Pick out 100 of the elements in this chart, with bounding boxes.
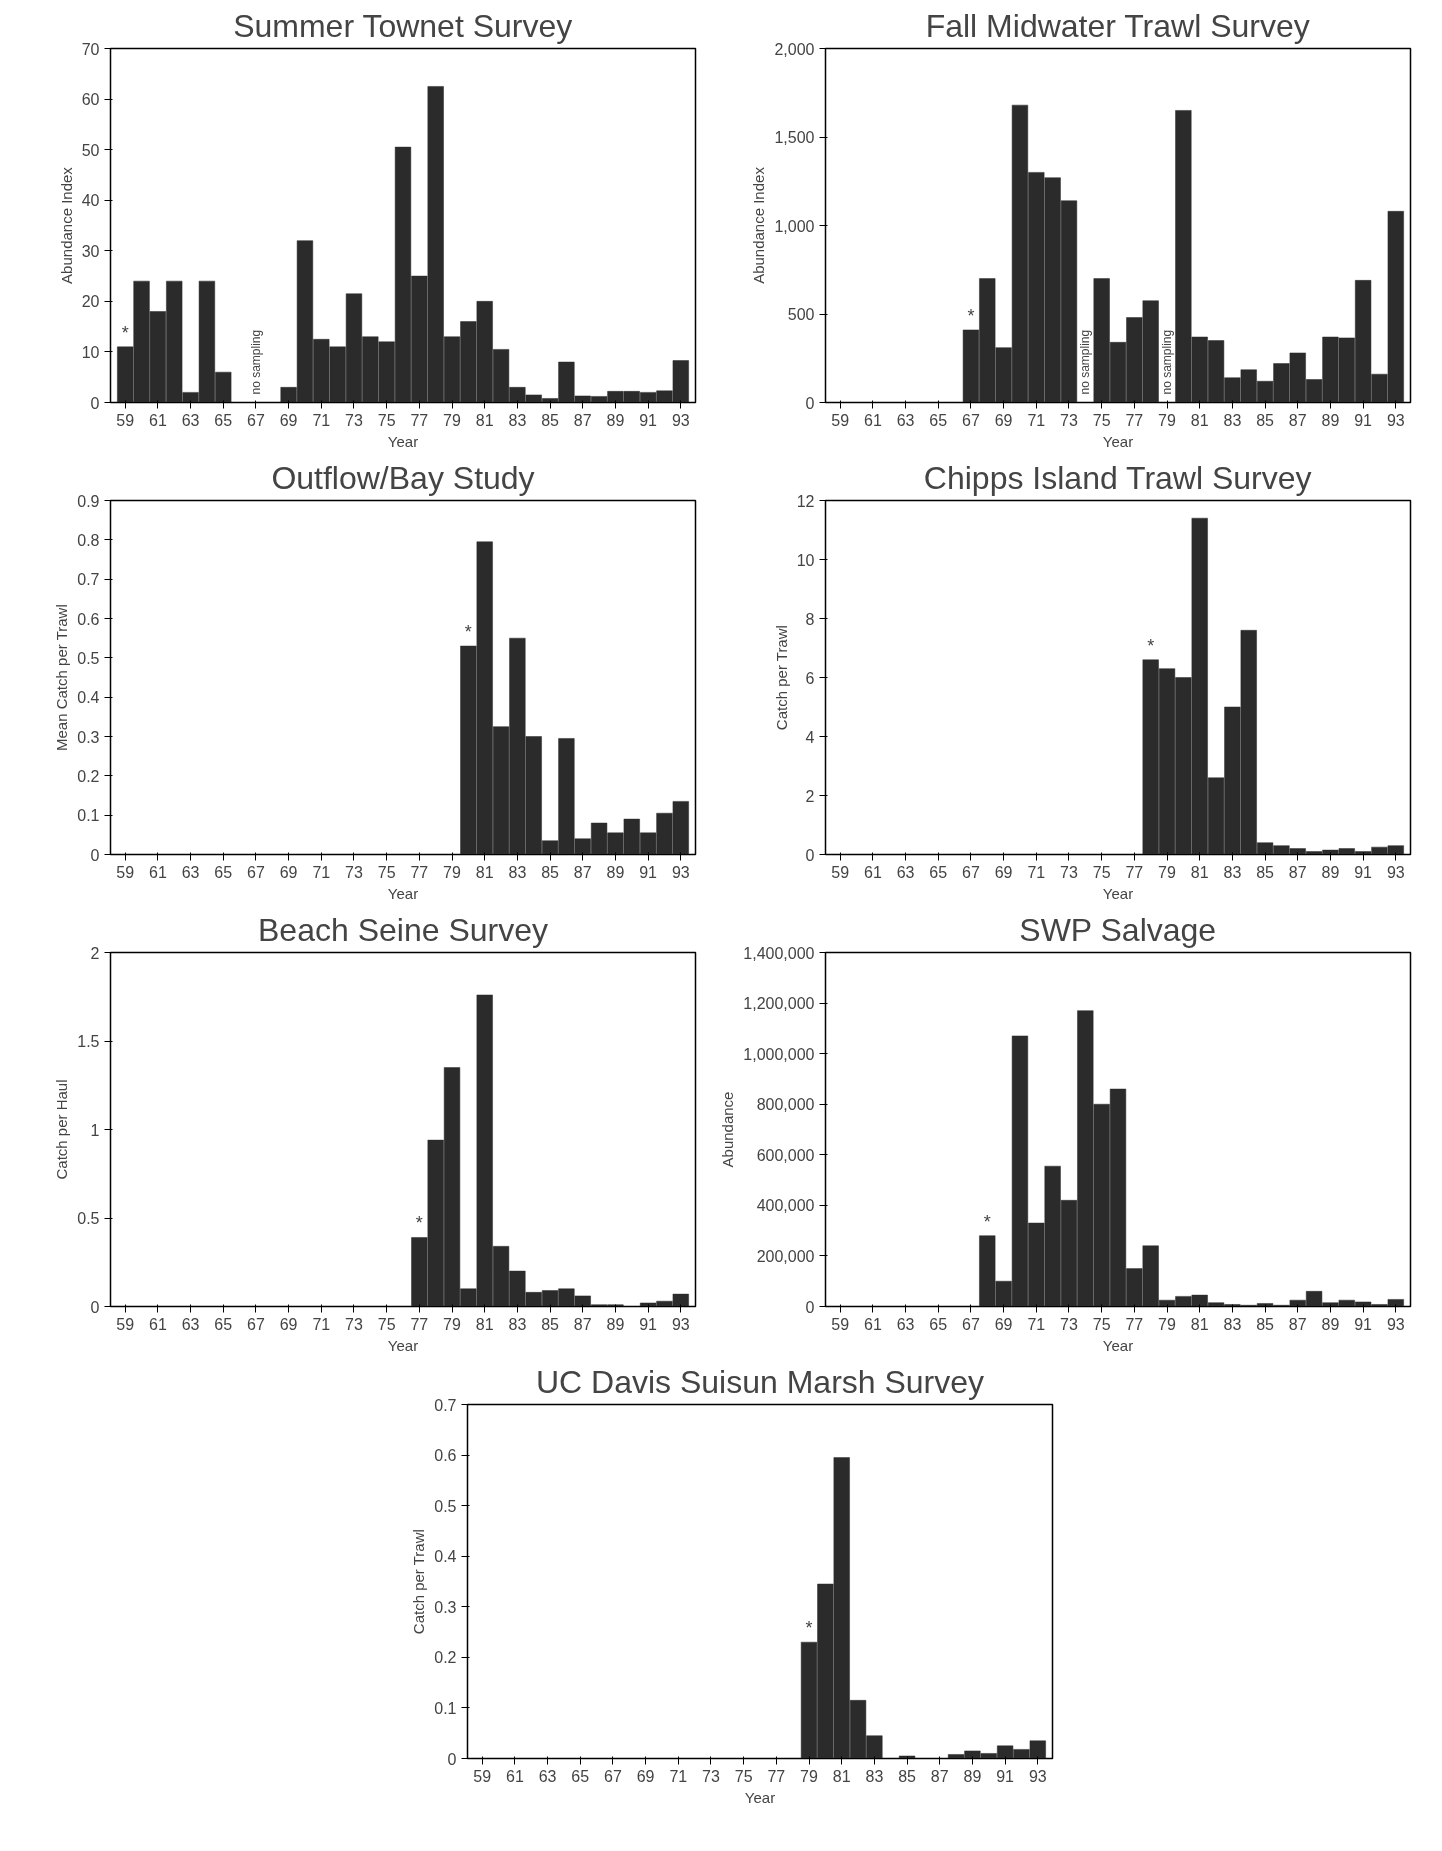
y-axis-title: Catch per Trawl: [410, 1529, 428, 1635]
x-tick-label: 81: [475, 863, 494, 881]
x-tick-label: 71: [1027, 411, 1046, 429]
y-axis-title: Catch per Trawl: [772, 625, 790, 731]
y-tick-label: 0: [90, 846, 100, 864]
y-tick-label: 0.5: [77, 649, 100, 667]
chart-title: Fall Midwater Trawl Survey: [925, 7, 1310, 44]
chart-title: UC Davis Suisun Marsh Survey: [535, 1363, 985, 1400]
x-tick-label: 93: [671, 863, 690, 881]
x-tick-label: 73: [345, 1315, 363, 1333]
x-tick-label: 83: [1223, 411, 1242, 429]
x-axis-title: Year: [387, 1336, 419, 1354]
x-tick-label: 85: [898, 1767, 917, 1785]
x-tick-label: 71: [1027, 863, 1046, 881]
y-tick-label: 0.2: [434, 1649, 457, 1667]
y-tick-label: 0.9: [77, 492, 100, 510]
annotation: no sampling: [1160, 329, 1175, 395]
x-tick-label: 75: [1092, 411, 1111, 429]
y-axis-title: Catch per Haul: [53, 1079, 71, 1180]
x-tick-label: 91: [639, 411, 658, 429]
y-axis-title: Mean Catch per Trawl: [53, 604, 71, 751]
x-tick-label: 65: [571, 1767, 590, 1785]
chart-title: Outflow/Bay Study: [271, 459, 535, 496]
x-tick-label: 69: [994, 411, 1013, 429]
x-tick-label: 85: [1256, 1315, 1275, 1333]
y-tick-label: 0: [447, 1750, 457, 1768]
y-tick-label: 0.6: [434, 1447, 457, 1465]
x-tick-label: 65: [929, 1315, 948, 1333]
y-tick-label: 70: [81, 40, 100, 58]
y-tick-label: 2: [805, 787, 815, 805]
x-tick-label: 81: [832, 1767, 851, 1785]
x-tick-label: 63: [896, 411, 915, 429]
x-tick-label: 93: [1386, 863, 1405, 881]
x-tick-label: 87: [573, 1315, 592, 1333]
y-axis-title: Abundance Index: [57, 166, 75, 284]
y-tick-label: 4: [805, 728, 815, 746]
x-tick-label: 85: [1256, 863, 1275, 881]
x-tick-label: 63: [181, 863, 200, 881]
annotation: *: [805, 1618, 813, 1639]
x-tick-label: 69: [279, 863, 298, 881]
x-tick-label: 77: [1125, 1315, 1144, 1333]
x-tick-label: 81: [1190, 1315, 1209, 1333]
x-tick-label: 91: [1354, 1315, 1373, 1333]
x-tick-label: 79: [800, 1767, 819, 1785]
y-tick-label: 1,500: [774, 129, 815, 146]
x-tick-label: 69: [994, 1315, 1013, 1333]
x-tick-label: 71: [1027, 1315, 1046, 1333]
x-tick-label: 69: [279, 1315, 298, 1333]
x-tick-label: 75: [734, 1767, 753, 1785]
y-tick-label: 50: [81, 141, 100, 159]
annotation: *: [983, 1211, 991, 1232]
x-tick-label: 59: [116, 863, 135, 881]
x-tick-label: 79: [1158, 411, 1177, 429]
y-tick-label: 0.1: [77, 807, 100, 825]
x-tick-label: 83: [865, 1767, 884, 1785]
x-tick-label: 67: [247, 1315, 265, 1333]
x-tick-label: 77: [1125, 411, 1144, 429]
x-tick-label: 59: [831, 411, 850, 429]
x-tick-label: 85: [541, 1315, 560, 1333]
y-tick-label: 30: [81, 242, 100, 260]
y-tick-label: 0.8: [77, 531, 100, 549]
y-tick-label: 2: [90, 944, 100, 962]
x-tick-label: 89: [1321, 411, 1340, 429]
x-tick-label: 77: [410, 863, 429, 881]
x-tick-label: 75: [1092, 863, 1111, 881]
y-tick-label: 0: [805, 846, 815, 864]
x-tick-label: 83: [508, 411, 527, 429]
x-tick-label: 73: [1060, 863, 1078, 881]
x-tick-label: 93: [1386, 1315, 1405, 1333]
x-tick-label: 67: [962, 1315, 980, 1333]
x-tick-label: 83: [1223, 863, 1242, 881]
x-tick-label: 71: [312, 411, 331, 429]
x-tick-label: 61: [505, 1767, 524, 1785]
y-tick-label: 0.4: [434, 1548, 457, 1566]
x-tick-label: 87: [1288, 1315, 1307, 1333]
annotation: *: [1147, 635, 1155, 656]
x-tick-label: 65: [929, 863, 948, 881]
x-tick-label: 91: [639, 1315, 658, 1333]
x-tick-label: 63: [538, 1767, 557, 1785]
x-tick-label: 81: [1190, 863, 1209, 881]
x-tick-label: 67: [962, 863, 980, 881]
x-tick-label: 89: [606, 411, 625, 429]
annotation: no sampling: [1078, 329, 1093, 395]
x-tick-label: 71: [312, 1315, 331, 1333]
x-tick-label: 87: [573, 411, 592, 429]
y-tick-label: 20: [81, 293, 100, 311]
x-tick-label: 59: [116, 1315, 135, 1333]
x-tick-label: 65: [929, 411, 948, 429]
x-tick-label: 81: [475, 411, 494, 429]
x-tick-label: 59: [473, 1767, 492, 1785]
x-tick-label: 89: [1321, 1315, 1340, 1333]
y-axis-title: Abundance Index: [750, 166, 768, 284]
x-tick-label: 91: [1354, 411, 1373, 429]
x-tick-label: 93: [671, 1315, 690, 1333]
x-tick-label: 67: [247, 863, 265, 881]
x-tick-label: 93: [671, 411, 690, 429]
x-tick-label: 83: [1223, 1315, 1242, 1333]
x-tick-label: 89: [1321, 863, 1340, 881]
y-tick-label: 0.7: [434, 1396, 457, 1414]
x-tick-label: 63: [896, 1315, 915, 1333]
